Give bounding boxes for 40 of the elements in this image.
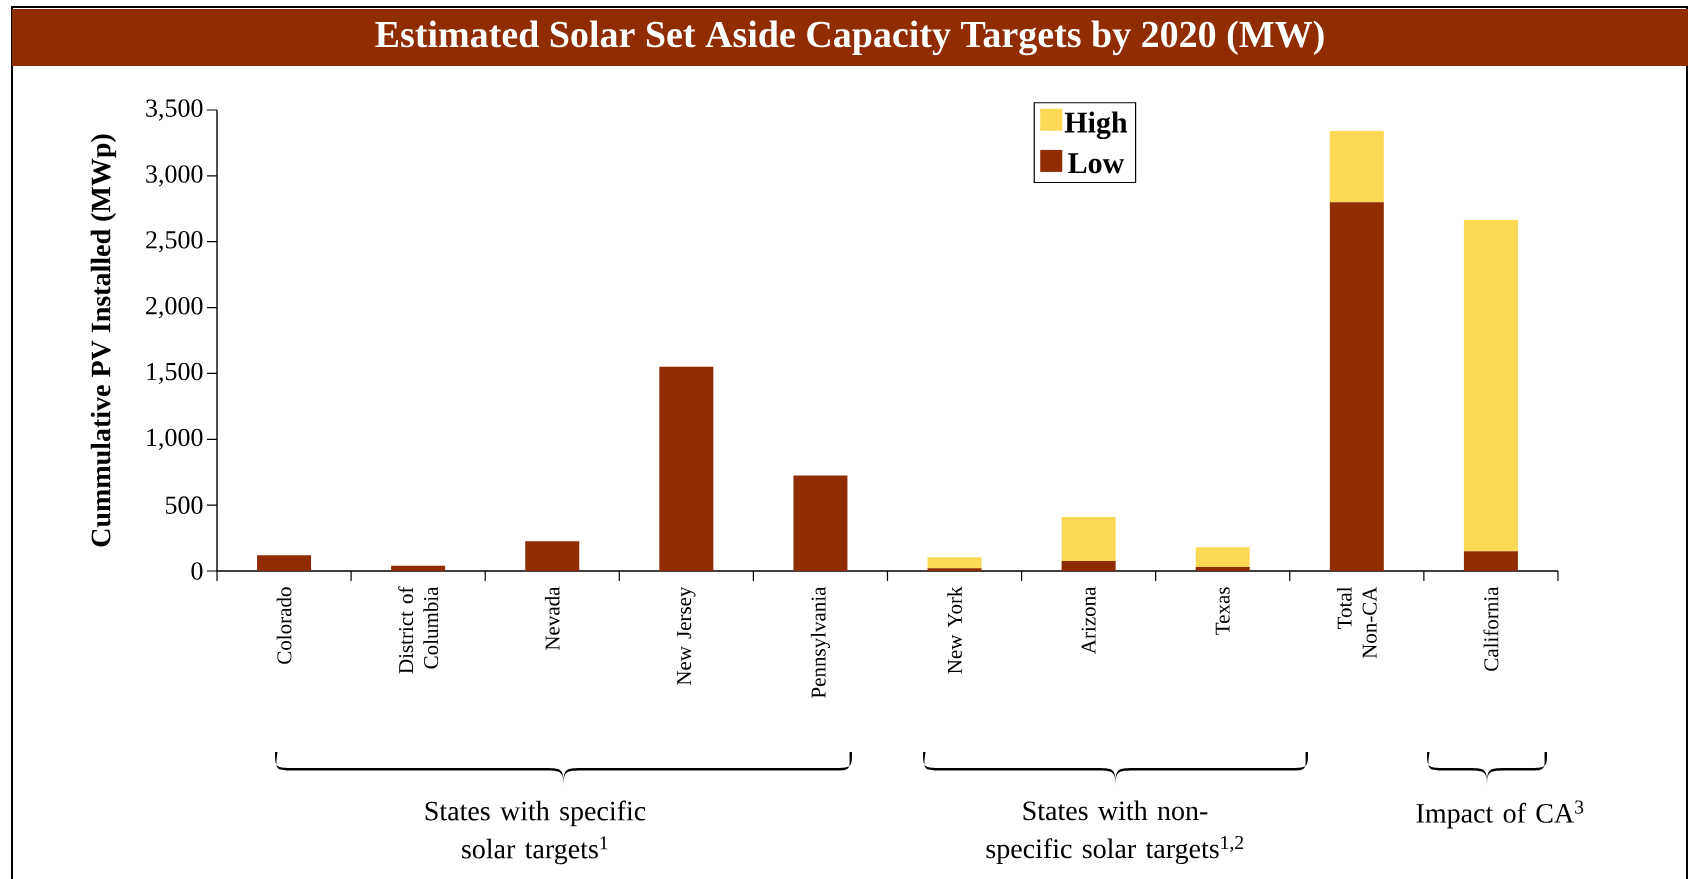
bar <box>1463 551 1518 571</box>
y-tick-label: 3,000 <box>146 165 203 187</box>
x-tick-label: Nevada <box>544 586 560 651</box>
x-tick-label: District of Columbia <box>398 586 439 674</box>
bar <box>1195 567 1250 571</box>
legend-label: Low <box>1068 153 1125 174</box>
bar <box>1061 561 1116 571</box>
y-tick-label: 2,000 <box>146 296 203 319</box>
chart-title: Estimated Solar Set Aside Capacity Targets by 2020 (MW) <box>375 20 1324 56</box>
x-tick-label: Pennsylvania <box>810 586 830 698</box>
legend-label: High <box>1064 111 1128 140</box>
text: States with non-specific solar targets$^{1,2}$ <box>986 800 1244 864</box>
y-axis-title: Cummulative PV Installed (MWp) <box>90 134 117 547</box>
y-tick-label: 1,500 <box>147 362 203 385</box>
y-tick-label: 1,000 <box>147 428 203 450</box>
bar <box>1195 547 1250 568</box>
bar <box>1329 131 1384 203</box>
x-tick-label: New York <box>947 586 962 674</box>
x-tick-label: Total Non-CA <box>1336 586 1377 659</box>
x-tick-label: Texas <box>1215 587 1230 635</box>
bar <box>257 555 312 571</box>
x-tick-label: Colorado <box>276 587 292 664</box>
y-tick-label: 0 <box>191 562 203 580</box>
x-tick-label: Arizona <box>1081 586 1096 654</box>
text: Impact of CA$^{3}$ <box>1416 800 1584 829</box>
x-tick-label: California <box>1483 586 1499 671</box>
bar <box>391 565 446 571</box>
bar <box>793 475 848 571</box>
bar <box>927 568 982 571</box>
y-tick-label: 2,500 <box>146 231 203 253</box>
bar <box>1329 202 1384 571</box>
bar <box>1463 219 1518 552</box>
y-tick-label: 500 <box>165 496 203 514</box>
text: States with specific solar targets$^{1}$ <box>425 800 646 865</box>
bar <box>525 541 580 571</box>
bar <box>659 366 714 571</box>
bar <box>927 557 982 569</box>
bar <box>1061 517 1116 562</box>
y-tick-label: 3,500 <box>146 99 203 121</box>
x-tick-label: New Jersey <box>677 586 696 686</box>
